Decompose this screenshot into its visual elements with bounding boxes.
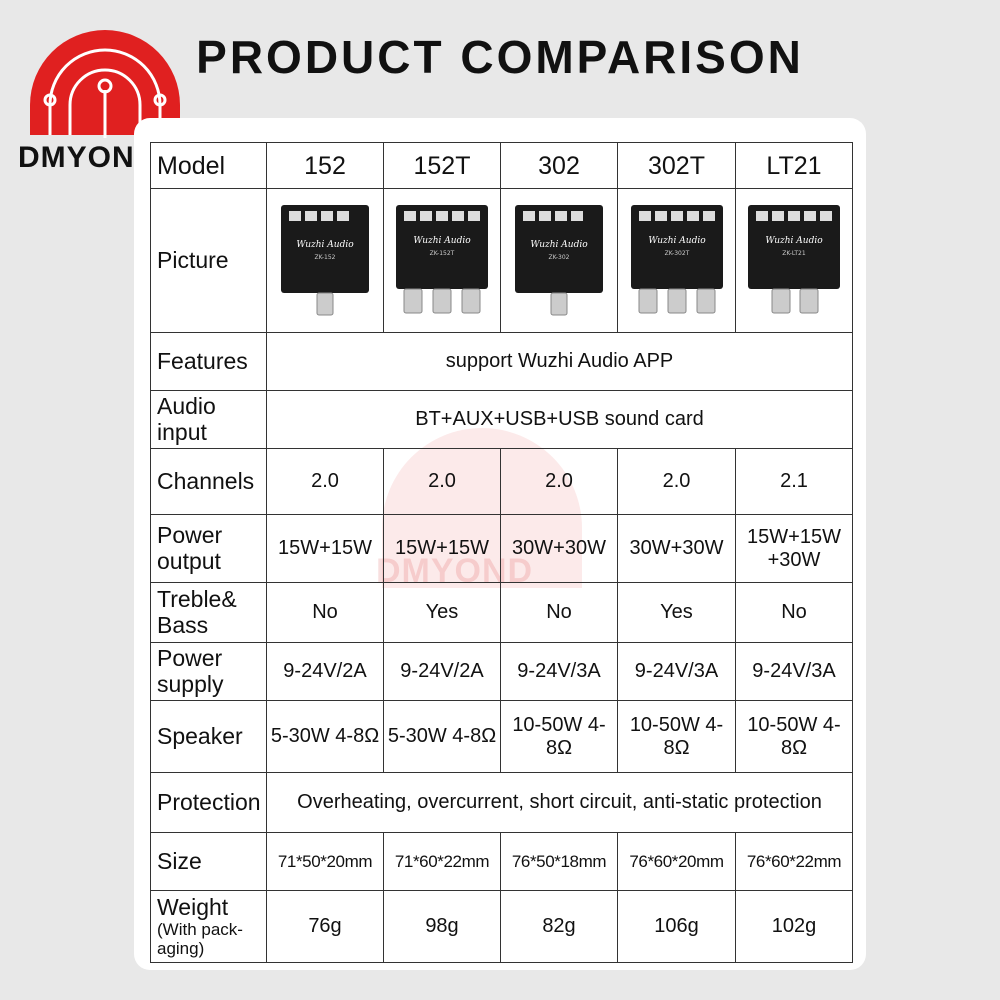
table-row-speaker: Speaker 5-30W 4-8Ω 5-30W 4-8Ω 10-50W 4-8… bbox=[150, 700, 853, 773]
table-cell: 82g bbox=[500, 890, 618, 963]
table-cell: 76*60*22mm bbox=[735, 832, 853, 891]
brand-name: DMYOND bbox=[18, 141, 158, 174]
board-302t-image: Wuzhi Audio ZK-302T bbox=[630, 204, 723, 313]
table-cell: Yes bbox=[383, 582, 501, 643]
row-label-weight: Weight (With pack-aging) bbox=[150, 890, 267, 963]
row-label-model: Model bbox=[150, 142, 267, 189]
board-model-text: ZK-152T bbox=[430, 250, 455, 257]
protection-value: Overheating, overcurrent, short circuit,… bbox=[266, 772, 853, 833]
board-brand-text: Wuzhi Audio bbox=[296, 240, 354, 250]
table-cell: 15W+15W +30W bbox=[735, 514, 853, 583]
page-title: PRODUCT COMPARISON bbox=[196, 31, 804, 83]
picture-cell: Wuzhi Audio ZK-LT21 bbox=[735, 188, 853, 333]
table-row-power-output: Power output 15W+15W 15W+15W 30W+30W 30W… bbox=[150, 514, 853, 583]
board-model-text: ZK-152 bbox=[314, 254, 335, 261]
table-cell: 9-24V/3A bbox=[617, 642, 736, 701]
table-cell: 15W+15W bbox=[383, 514, 501, 583]
row-label-power-supply: Power supply bbox=[150, 642, 267, 701]
row-label-features: Features bbox=[150, 332, 267, 391]
table-cell: 2.0 bbox=[383, 448, 501, 515]
table-cell: 15W+15W bbox=[266, 514, 384, 583]
audio-input-value: BT+AUX+USB+USB sound card bbox=[266, 390, 853, 449]
weight-label: Weight bbox=[157, 893, 229, 920]
table-cell: 2.0 bbox=[266, 448, 384, 515]
row-label-speaker: Speaker bbox=[150, 700, 267, 773]
row-label-audio-input: Audio input bbox=[150, 390, 267, 449]
weight-sublabel: (With pack-aging) bbox=[157, 920, 243, 959]
table-cell: No bbox=[266, 582, 384, 643]
table-row-power-supply: Power supply 9-24V/2A 9-24V/2A 9-24V/3A … bbox=[150, 642, 853, 701]
table-row-treble-bass: Treble& Bass No Yes No Yes No bbox=[150, 582, 853, 643]
row-label-power-output: Power output bbox=[150, 514, 267, 583]
picture-cell: Wuzhi Audio ZK-302T bbox=[617, 188, 736, 333]
table-cell: 2.0 bbox=[617, 448, 736, 515]
board-152t-image: Wuzhi Audio ZK-152T bbox=[396, 204, 488, 313]
table-cell: 9-24V/2A bbox=[383, 642, 501, 701]
picture-cell: Wuzhi Audio ZK-152 bbox=[266, 188, 384, 333]
row-label-protection: Protection bbox=[150, 772, 267, 833]
board-brand-text: Wuzhi Audio bbox=[765, 236, 823, 246]
table-cell: 10-50W 4-8Ω bbox=[735, 700, 853, 773]
table-cell: 102g bbox=[735, 890, 853, 963]
board-brand-text: Wuzhi Audio bbox=[413, 236, 471, 246]
table-cell: 9-24V/2A bbox=[266, 642, 384, 701]
table-cell: 30W+30W bbox=[617, 514, 736, 583]
model-lt21: LT21 bbox=[735, 142, 853, 189]
comparison-table: Model 152 152T 302 302T LT21 Picture Wuz… bbox=[150, 142, 853, 963]
table-row-size: Size 71*50*20mm 71*60*22mm 76*50*18mm 76… bbox=[150, 832, 853, 891]
table-cell: 71*60*22mm bbox=[383, 832, 501, 891]
table-cell: 30W+30W bbox=[500, 514, 618, 583]
board-brand-text: Wuzhi Audio bbox=[648, 236, 706, 246]
table-cell: 76*60*20mm bbox=[617, 832, 736, 891]
row-label-treble-bass: Treble& Bass bbox=[150, 582, 267, 643]
row-label-size: Size bbox=[150, 832, 267, 891]
model-152t: 152T bbox=[383, 142, 501, 189]
table-cell: 9-24V/3A bbox=[735, 642, 853, 701]
table-cell: 71*50*20mm bbox=[266, 832, 384, 891]
table-row-weight: Weight (With pack-aging) 76g 98g 82g 106… bbox=[150, 890, 853, 963]
board-lt21-image: Wuzhi Audio ZK-LT21 bbox=[748, 204, 840, 313]
brand-logo-icon bbox=[30, 30, 180, 138]
model-302t: 302T bbox=[617, 142, 736, 189]
board-152-image: Wuzhi Audio ZK-152 bbox=[281, 204, 369, 315]
row-label-picture: Picture bbox=[150, 188, 267, 333]
board-model-text: ZK-302T bbox=[664, 250, 689, 257]
board-brand-text: Wuzhi Audio bbox=[530, 240, 588, 250]
features-value: support Wuzhi Audio APP bbox=[266, 332, 853, 391]
table-row-channels: Channels 2.0 2.0 2.0 2.0 2.1 bbox=[150, 448, 853, 515]
table-cell: Yes bbox=[617, 582, 736, 643]
table-cell: 76g bbox=[266, 890, 384, 963]
model-302: 302 bbox=[500, 142, 618, 189]
table-row-protection: Protection Overheating, overcurrent, sho… bbox=[150, 772, 853, 833]
board-302-image: Wuzhi Audio ZK-302 bbox=[515, 204, 603, 315]
row-label-channels: Channels bbox=[150, 448, 267, 515]
table-row-model: Model 152 152T 302 302T LT21 bbox=[150, 142, 853, 189]
picture-cell: Wuzhi Audio ZK-152T bbox=[383, 188, 501, 333]
table-cell: 98g bbox=[383, 890, 501, 963]
table-row-features: Features support Wuzhi Audio APP bbox=[150, 332, 853, 391]
board-model-text: ZK-LT21 bbox=[782, 250, 806, 257]
picture-cell: Wuzhi Audio ZK-302 bbox=[500, 188, 618, 333]
table-cell: 106g bbox=[617, 890, 736, 963]
table-cell: 10-50W 4-8Ω bbox=[617, 700, 736, 773]
table-cell: 9-24V/3A bbox=[500, 642, 618, 701]
table-cell: 10-50W 4-8Ω bbox=[500, 700, 618, 773]
table-row-picture: Picture Wuzhi Audio ZK-152 Wuzhi Audio Z… bbox=[150, 188, 853, 333]
board-model-text: ZK-302 bbox=[548, 254, 569, 261]
table-cell: 2.0 bbox=[500, 448, 618, 515]
model-152: 152 bbox=[266, 142, 384, 189]
table-cell: No bbox=[500, 582, 618, 643]
table-cell: 2.1 bbox=[735, 448, 853, 515]
table-cell: 5-30W 4-8Ω bbox=[383, 700, 501, 773]
table-cell: No bbox=[735, 582, 853, 643]
table-cell: 5-30W 4-8Ω bbox=[266, 700, 384, 773]
table-row-audio-input: Audio input BT+AUX+USB+USB sound card bbox=[150, 390, 853, 449]
table-cell: 76*50*18mm bbox=[500, 832, 618, 891]
